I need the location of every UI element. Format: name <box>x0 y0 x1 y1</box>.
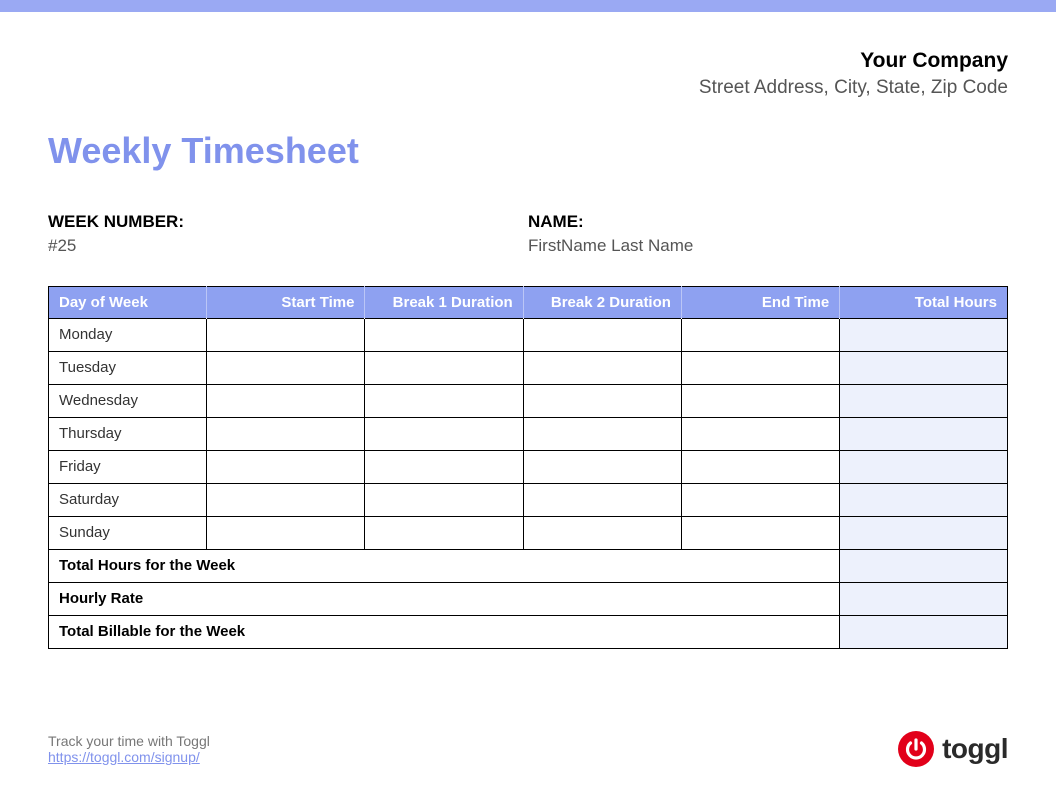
week-number-value: #25 <box>48 236 528 256</box>
value-cell[interactable] <box>207 351 365 384</box>
summary-value-cell[interactable] <box>840 615 1008 648</box>
table-header-cell: End Time <box>681 286 839 318</box>
name-label: NAME: <box>528 212 1008 232</box>
value-cell[interactable] <box>840 516 1008 549</box>
page-title: Weekly Timesheet <box>48 130 1008 172</box>
day-cell: Saturday <box>49 483 207 516</box>
week-number-label: WEEK NUMBER: <box>48 212 528 232</box>
value-cell[interactable] <box>840 384 1008 417</box>
logo-wordmark: toggl <box>942 733 1008 765</box>
table-header-cell: Start Time <box>207 286 365 318</box>
timesheet-table: Day of WeekStart TimeBreak 1 DurationBre… <box>48 286 1008 649</box>
footer: Track your time with Toggl https://toggl… <box>48 731 1008 767</box>
value-cell[interactable] <box>365 318 523 351</box>
day-cell: Monday <box>49 318 207 351</box>
value-cell[interactable] <box>681 351 839 384</box>
value-cell[interactable] <box>523 318 681 351</box>
value-cell[interactable] <box>523 516 681 549</box>
value-cell[interactable] <box>523 384 681 417</box>
value-cell[interactable] <box>681 417 839 450</box>
value-cell[interactable] <box>840 318 1008 351</box>
name-value: FirstName Last Name <box>528 236 1008 256</box>
value-cell[interactable] <box>365 516 523 549</box>
value-cell[interactable] <box>681 483 839 516</box>
value-cell[interactable] <box>840 450 1008 483</box>
company-name: Your Company <box>48 46 1008 75</box>
table-row: Monday <box>49 318 1008 351</box>
value-cell[interactable] <box>207 318 365 351</box>
company-block: Your Company Street Address, City, State… <box>48 46 1008 102</box>
value-cell[interactable] <box>681 450 839 483</box>
value-cell[interactable] <box>681 384 839 417</box>
table-header-cell: Day of Week <box>49 286 207 318</box>
top-accent-bar <box>0 0 1056 12</box>
value-cell[interactable] <box>365 450 523 483</box>
value-cell[interactable] <box>207 516 365 549</box>
value-cell[interactable] <box>681 516 839 549</box>
day-cell: Wednesday <box>49 384 207 417</box>
value-cell[interactable] <box>365 351 523 384</box>
summary-row: Total Hours for the Week <box>49 549 1008 582</box>
table-row: Friday <box>49 450 1008 483</box>
summary-value-cell[interactable] <box>840 582 1008 615</box>
value-cell[interactable] <box>681 318 839 351</box>
value-cell[interactable] <box>523 483 681 516</box>
value-cell[interactable] <box>365 384 523 417</box>
summary-row: Total Billable for the Week <box>49 615 1008 648</box>
value-cell[interactable] <box>207 450 365 483</box>
table-header-row: Day of WeekStart TimeBreak 1 DurationBre… <box>49 286 1008 318</box>
value-cell[interactable] <box>523 417 681 450</box>
value-cell[interactable] <box>840 351 1008 384</box>
value-cell[interactable] <box>365 483 523 516</box>
value-cell[interactable] <box>523 351 681 384</box>
company-address: Street Address, City, State, Zip Code <box>48 75 1008 102</box>
summary-label-cell: Total Billable for the Week <box>49 615 840 648</box>
value-cell[interactable] <box>523 450 681 483</box>
value-cell[interactable] <box>207 384 365 417</box>
day-cell: Tuesday <box>49 351 207 384</box>
footer-signup-link[interactable]: https://toggl.com/signup/ <box>48 749 200 765</box>
table-row: Thursday <box>49 417 1008 450</box>
day-cell: Thursday <box>49 417 207 450</box>
meta-name: NAME: FirstName Last Name <box>528 212 1008 256</box>
value-cell[interactable] <box>840 483 1008 516</box>
table-row: Wednesday <box>49 384 1008 417</box>
power-icon <box>898 731 934 767</box>
meta-row: WEEK NUMBER: #25 NAME: FirstName Last Na… <box>48 212 1008 256</box>
summary-value-cell[interactable] <box>840 549 1008 582</box>
table-row: Tuesday <box>49 351 1008 384</box>
value-cell[interactable] <box>207 417 365 450</box>
footer-tagline: Track your time with Toggl <box>48 733 210 749</box>
table-row: Sunday <box>49 516 1008 549</box>
day-cell: Friday <box>49 450 207 483</box>
summary-row: Hourly Rate <box>49 582 1008 615</box>
summary-label-cell: Total Hours for the Week <box>49 549 840 582</box>
value-cell[interactable] <box>207 483 365 516</box>
table-header-cell: Break 1 Duration <box>365 286 523 318</box>
toggl-logo: toggl <box>898 731 1008 767</box>
summary-label-cell: Hourly Rate <box>49 582 840 615</box>
table-row: Saturday <box>49 483 1008 516</box>
value-cell[interactable] <box>365 417 523 450</box>
table-header-cell: Break 2 Duration <box>523 286 681 318</box>
footer-left: Track your time with Toggl https://toggl… <box>48 733 210 767</box>
day-cell: Sunday <box>49 516 207 549</box>
page-content: Your Company Street Address, City, State… <box>0 12 1056 649</box>
meta-week: WEEK NUMBER: #25 <box>48 212 528 256</box>
value-cell[interactable] <box>840 417 1008 450</box>
table-header-cell: Total Hours <box>840 286 1008 318</box>
